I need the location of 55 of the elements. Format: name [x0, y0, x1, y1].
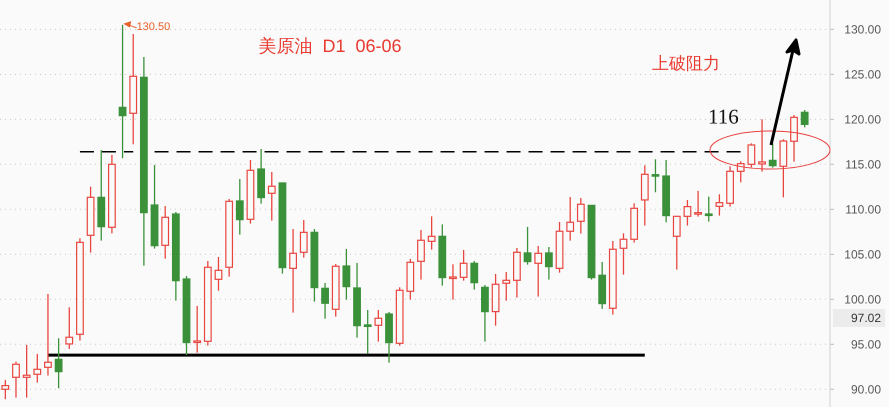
annotation: 116 — [708, 104, 739, 129]
candlestick — [576, 197, 585, 234]
candlestick — [321, 282, 329, 320]
candlestick — [428, 216, 436, 250]
candlestick — [768, 142, 777, 168]
candlestick — [374, 309, 382, 342]
candlestick — [1, 379, 10, 400]
y-tick-label: 100.00 — [844, 292, 882, 306]
candlestick — [566, 196, 574, 242]
y-tick-label: 120.00 — [844, 112, 882, 126]
annotation: 上破阻力 — [652, 54, 720, 73]
candlestick — [470, 260, 478, 290]
candlestick — [652, 158, 660, 193]
y-tick-label: 115.00 — [845, 157, 882, 172]
candlestick — [22, 344, 31, 398]
candlestick — [342, 248, 350, 300]
candlestick — [214, 256, 222, 292]
y-tick-label: 125.00 — [844, 67, 882, 82]
candlestick — [54, 338, 63, 389]
candlestick — [12, 361, 20, 398]
y-tick-label: 95.00 — [850, 337, 882, 352]
candlestick — [502, 271, 510, 302]
candlestick — [118, 24, 126, 159]
candlestick — [193, 305, 202, 354]
candlestick — [268, 171, 276, 222]
candlestick — [544, 246, 553, 280]
candlestick — [534, 245, 542, 298]
y-tick-label: 130.00 — [844, 22, 882, 36]
y-tick-label: 90.00 — [850, 382, 882, 396]
y-tick-label: 110.00 — [845, 202, 882, 216]
candlestick — [716, 194, 724, 216]
candlestick — [672, 216, 681, 270]
candlestick — [300, 219, 308, 258]
candlestick — [289, 228, 297, 314]
text: 美原油 D1 06-06 — [258, 36, 402, 56]
candlestick — [44, 293, 52, 376]
candlestick — [449, 264, 457, 300]
candlestick — [694, 190, 702, 218]
candlestick — [684, 199, 692, 226]
candlestick — [758, 118, 766, 172]
annotation: 130.50 — [136, 20, 170, 33]
candlestick — [65, 306, 74, 350]
candlestick — [620, 232, 628, 276]
candlestick — [364, 309, 372, 355]
text: 97.02 — [850, 311, 882, 325]
candlestick — [33, 353, 42, 384]
candlestick — [790, 114, 798, 162]
candlestick — [236, 178, 244, 236]
candlestick — [704, 196, 713, 222]
candlestick — [747, 142, 756, 168]
y-tick-label: 105.00 — [844, 247, 882, 262]
candlestick — [800, 109, 809, 128]
candlestick — [417, 229, 425, 280]
candlestick — [524, 226, 532, 266]
candlestick — [460, 249, 468, 282]
